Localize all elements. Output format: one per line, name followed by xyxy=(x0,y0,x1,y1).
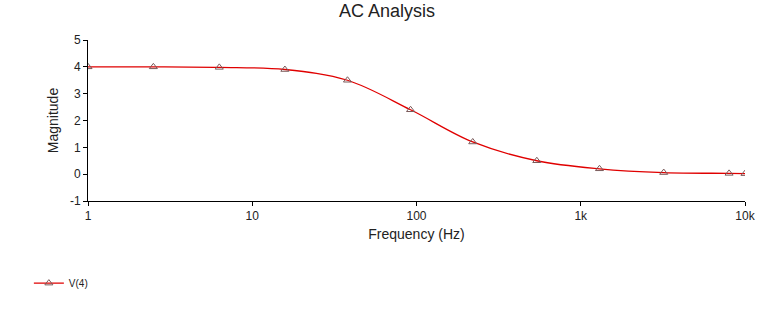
svg-text:1k: 1k xyxy=(574,209,588,223)
svg-text:10: 10 xyxy=(246,209,260,223)
svg-text:5: 5 xyxy=(74,33,81,47)
svg-text:Frequency (Hz): Frequency (Hz) xyxy=(368,226,464,242)
svg-text:AC Analysis: AC Analysis xyxy=(339,1,435,21)
svg-text:1: 1 xyxy=(85,209,92,223)
svg-text:10k: 10k xyxy=(735,209,755,223)
svg-text:2: 2 xyxy=(74,114,81,128)
svg-text:0: 0 xyxy=(74,167,81,181)
svg-text:Magnitude: Magnitude xyxy=(45,88,61,154)
svg-text:1: 1 xyxy=(74,141,81,155)
svg-text:3: 3 xyxy=(74,87,81,101)
svg-text:100: 100 xyxy=(406,209,426,223)
svg-text:-1: -1 xyxy=(70,194,81,208)
svg-text:4: 4 xyxy=(74,60,81,74)
svg-text:V(4): V(4) xyxy=(69,278,88,289)
